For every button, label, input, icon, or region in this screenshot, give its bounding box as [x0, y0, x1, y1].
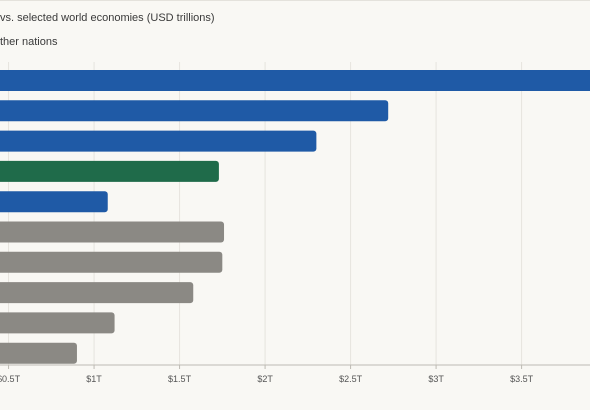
- chart-subtitle: ther nations: [0, 36, 58, 48]
- x-tick-label: $2.5T: [339, 374, 363, 384]
- x-tick-label: $0.5T: [0, 374, 21, 384]
- x-tick-label: $1.5T: [168, 374, 192, 384]
- bar-3: [0, 130, 317, 152]
- bar-1: [0, 70, 590, 91]
- bar-10: [0, 342, 77, 364]
- bar-6: [0, 221, 225, 243]
- top-rule: [0, 0, 590, 1]
- chart-title: vs. selected world economies (USD trilli…: [0, 12, 215, 24]
- x-tick-label: $2T: [257, 374, 273, 384]
- bar-4: [0, 160, 219, 182]
- bar-7: [0, 251, 223, 273]
- bars: [0, 70, 590, 364]
- x-tick-label: $3.5T: [510, 374, 534, 384]
- bar-2: [0, 100, 389, 122]
- bar-8: [0, 282, 194, 304]
- x-axis-ticks: $0.5T $1T $1.5T $2T $2.5T $3T $3.5T: [0, 365, 534, 384]
- x-tick-label: $1T: [86, 374, 102, 384]
- bar-9: [0, 312, 115, 334]
- x-tick-label: $3T: [428, 374, 444, 384]
- bar-5: [0, 191, 108, 213]
